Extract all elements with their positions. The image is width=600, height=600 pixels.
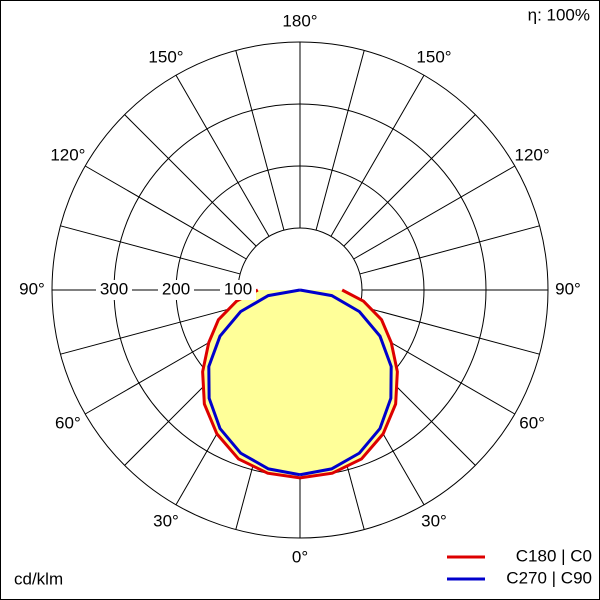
area-fill [202,290,398,478]
angle-label: 150° [416,47,451,66]
fills [202,290,398,478]
angle-label: 0° [292,547,308,566]
angle-label: 30° [421,512,447,531]
angle-label: 60° [519,413,545,432]
grid-spoke [84,165,247,260]
angle-label: 120° [50,145,85,164]
angle-label: 90° [555,279,581,298]
angle-label: 120° [515,145,550,164]
curves [201,288,399,480]
r-tick-label: 300 [100,279,128,298]
legend-label: C180 | C0 [516,546,592,565]
series-line [201,288,301,480]
series-line [207,288,301,477]
r-label-bg [96,280,132,300]
grid-spoke [315,50,365,231]
unit-label: cd/klm [14,569,63,588]
r-tick-label: 100 [224,279,252,298]
series-line [299,288,399,480]
grid-spoke [124,114,257,247]
efficiency-label: η: 100% [528,5,590,24]
angle-label: 30° [153,512,179,531]
grid-spoke [235,50,285,231]
r-label-bg [220,280,256,300]
angle-label: 60° [55,413,81,432]
series-line [299,288,393,477]
labels: 0° 30° 30° 60° 60° 90° 90° 120° 120° 150° 150° 180°… [19,11,592,587]
r-tick-label: 200 [162,279,190,298]
grid-spoke [343,114,476,247]
angle-label: 180° [282,11,317,30]
grid-spoke [175,74,270,237]
grid-spoke [60,305,241,355]
grid-spoke [60,225,241,275]
grid-spoke [359,225,540,275]
grid-spoke [330,74,425,237]
angle-label: 150° [148,47,183,66]
grid-spoke [359,305,540,355]
r-label-bg [158,280,194,300]
legend-label: C270 | C90 [506,568,592,587]
grid-spoke [353,165,516,260]
angle-label: 90° [19,279,45,298]
